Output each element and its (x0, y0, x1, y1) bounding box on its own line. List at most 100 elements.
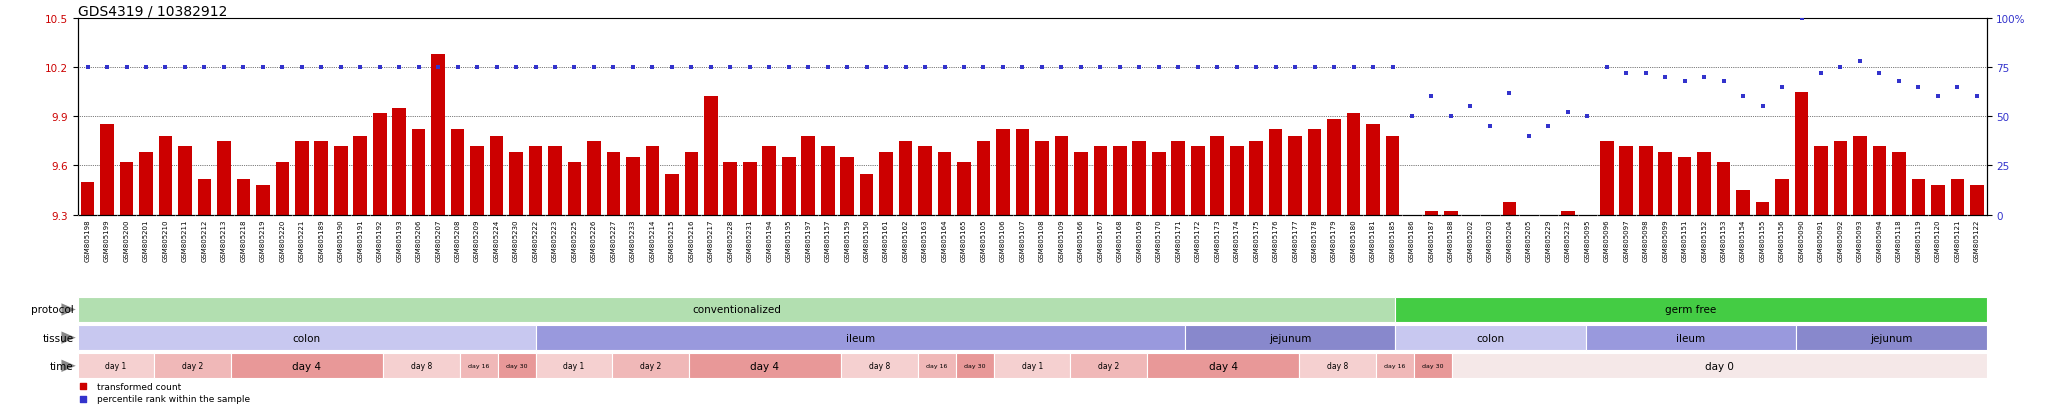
Point (1825, 64, 1858, 71)
Bar (1585, 325, 1796, 351)
Text: jejunum: jejunum (1268, 333, 1311, 343)
Point (1026, 64, 1059, 71)
Point (1747, 104, 1780, 110)
Point (733, 64, 766, 71)
Point (1804, 70, 1837, 77)
Bar (1737, 191, 1749, 215)
Bar (977, 142, 991, 215)
Bar (705, 97, 717, 215)
Bar (801, 137, 815, 215)
Point (850, 64, 883, 71)
Point (1726, 94, 1759, 100)
Bar (498, 353, 537, 379)
Point (1942, 84, 1974, 91)
Point (129, 64, 162, 71)
Bar (588, 142, 600, 215)
Point (967, 64, 999, 71)
Point (1161, 64, 1194, 71)
Point (1630, 70, 1663, 77)
Point (150, 64, 182, 71)
Bar (1755, 202, 1769, 215)
Bar (1452, 353, 1987, 379)
Bar (1853, 137, 1868, 215)
Bar (432, 55, 444, 215)
Point (1552, 109, 1585, 116)
Point (909, 64, 942, 71)
Point (1571, 114, 1604, 120)
Bar (1444, 212, 1458, 215)
Bar (1503, 202, 1516, 215)
Point (754, 64, 786, 71)
Point (500, 64, 532, 71)
Bar (276, 163, 289, 215)
Point (111, 64, 143, 71)
Point (1044, 64, 1077, 71)
Bar (1210, 137, 1225, 215)
Bar (1366, 125, 1380, 215)
Point (1337, 64, 1370, 71)
Bar (1327, 120, 1341, 215)
Point (598, 64, 631, 71)
Bar (197, 179, 211, 215)
Bar (1133, 142, 1147, 215)
Bar (158, 137, 172, 215)
Bar (256, 186, 270, 215)
Bar (1464, 215, 1477, 218)
Bar (78, 325, 537, 351)
Text: day 1: day 1 (563, 361, 586, 370)
Bar (1186, 325, 1395, 351)
Bar (821, 146, 834, 215)
Bar (1581, 215, 1593, 218)
Bar (1395, 297, 1987, 323)
Bar (860, 174, 872, 215)
Bar (383, 353, 459, 379)
Point (1065, 64, 1098, 71)
Bar (938, 153, 952, 215)
Bar (78, 353, 154, 379)
Bar (1911, 179, 1925, 215)
Point (1317, 64, 1350, 71)
Bar (567, 163, 582, 215)
Point (1104, 64, 1137, 71)
Text: day 4: day 4 (1208, 361, 1237, 371)
Point (324, 64, 356, 71)
Text: day 2: day 2 (1098, 361, 1118, 370)
Text: jejunum: jejunum (1870, 333, 1913, 343)
Point (1143, 64, 1176, 71)
Point (811, 64, 844, 71)
Point (1122, 64, 1155, 71)
Point (1921, 94, 1954, 100)
Point (1688, 74, 1720, 81)
Bar (1542, 215, 1554, 235)
Bar (412, 130, 426, 215)
Bar (1892, 153, 1907, 215)
Point (870, 64, 903, 71)
Bar (1872, 146, 1886, 215)
Point (246, 64, 279, 71)
Bar (510, 153, 522, 215)
Bar (1376, 353, 1413, 379)
Point (440, 64, 473, 71)
Point (1532, 123, 1565, 130)
Bar (879, 153, 893, 215)
Point (383, 64, 416, 71)
Point (1434, 114, 1466, 120)
Point (266, 64, 299, 71)
Point (168, 64, 201, 71)
Bar (1288, 137, 1303, 215)
Point (1513, 133, 1546, 140)
Bar (993, 353, 1071, 379)
Point (1006, 64, 1038, 71)
Bar (354, 137, 367, 215)
Point (578, 64, 610, 71)
Bar (1192, 146, 1204, 215)
Bar (645, 146, 659, 215)
Text: ileum: ileum (846, 333, 874, 343)
Text: germ free: germ free (1665, 305, 1716, 315)
Point (1591, 64, 1624, 71)
Bar (840, 158, 854, 215)
Bar (1171, 142, 1186, 215)
Bar (139, 153, 154, 215)
Point (715, 64, 748, 71)
Point (928, 64, 961, 71)
